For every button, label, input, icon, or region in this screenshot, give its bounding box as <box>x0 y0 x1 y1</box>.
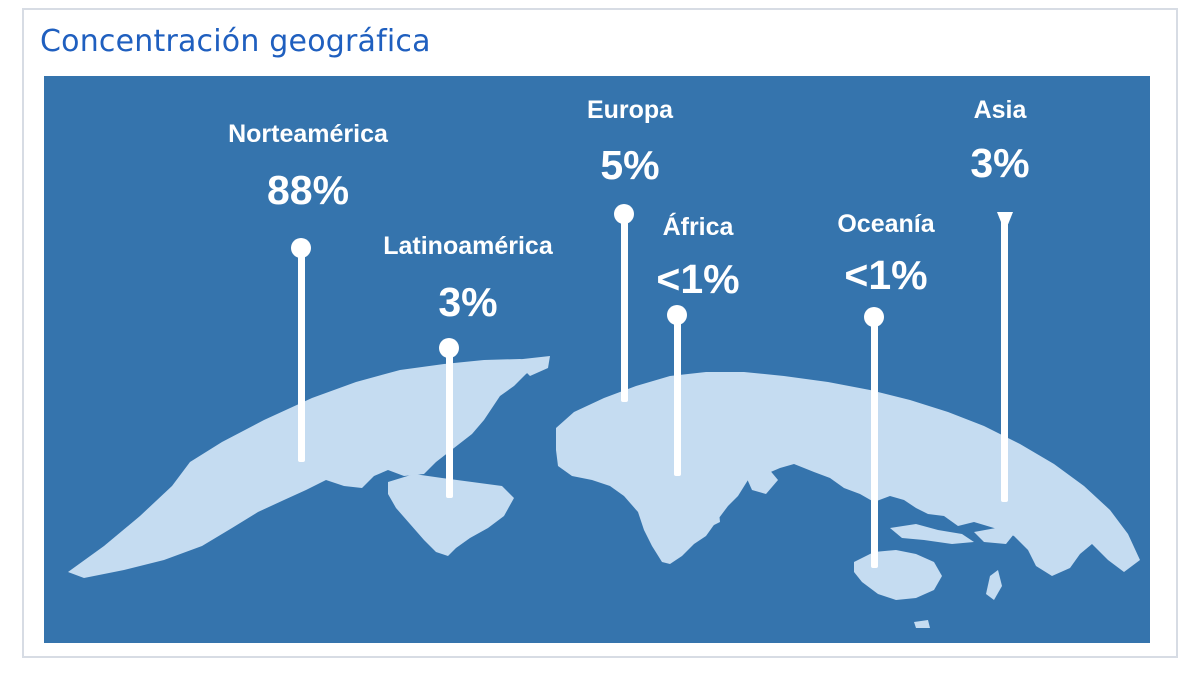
landmass-japan <box>1046 494 1062 522</box>
landmass-new-guinea <box>974 528 1014 544</box>
region-name: Latinoamérica <box>383 232 553 260</box>
landmass-indonesia <box>890 524 974 544</box>
region-value: <1% <box>656 256 740 302</box>
region-value: 3% <box>438 279 498 325</box>
pin-line-europa <box>621 216 628 402</box>
landmass-madagascar <box>710 502 720 526</box>
page-title: Concentración geográfica <box>40 24 431 59</box>
pin-cap-asia <box>997 212 1013 224</box>
landmass-eurasia-africa <box>556 372 1140 576</box>
pin-dot-norteamerica <box>291 238 311 258</box>
world-map-landmass <box>68 356 1140 628</box>
region-value: 5% <box>600 142 660 188</box>
region-name: Oceanía <box>837 210 935 238</box>
landmass-australia <box>854 550 942 600</box>
pin-line-africa <box>674 316 681 476</box>
world-map <box>44 76 1150 643</box>
pin-dot-europa <box>614 204 634 224</box>
region-name: Norteamérica <box>228 120 388 148</box>
region-name: África <box>662 213 734 241</box>
landmass-north-america <box>68 359 540 578</box>
region-value: <1% <box>844 252 928 298</box>
region-name: Asia <box>973 96 1027 124</box>
region-value: 3% <box>970 140 1030 186</box>
pin-line-asia <box>1001 216 1008 502</box>
landmass-greenland <box>514 356 550 376</box>
pin-line-oceania <box>871 320 878 568</box>
landmass-tasmania <box>914 620 930 628</box>
pin-dot-africa <box>667 305 687 325</box>
pin-line-latinoamerica <box>446 348 453 498</box>
landmass-south-america <box>388 474 514 556</box>
pin-dot-oceania <box>864 307 884 327</box>
region-value: 88% <box>266 167 350 213</box>
region-name: Europa <box>586 96 674 124</box>
pin-line-norteamerica <box>298 246 305 462</box>
landmass-new-zealand <box>986 570 1002 600</box>
landmass-arabia <box>744 468 778 494</box>
pin-dot-latinoamerica <box>439 338 459 358</box>
